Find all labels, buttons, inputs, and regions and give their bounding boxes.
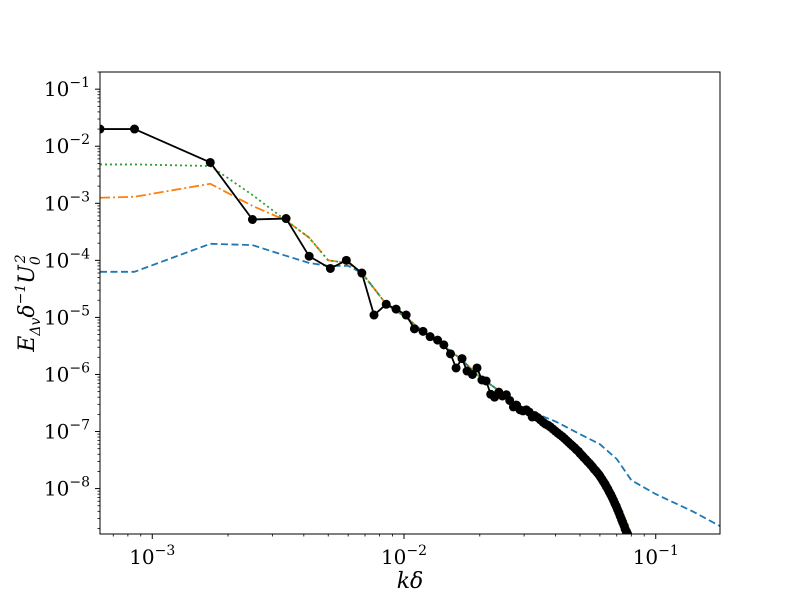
series-line-1 (100, 182, 633, 534)
y-tick-label: 10−8 (44, 475, 90, 501)
x-axis: 10−3 10−2 10−1 (112, 534, 679, 569)
data-point (401, 310, 411, 320)
data-point (623, 529, 633, 534)
y-tick-label: 10−3 (44, 189, 90, 215)
x-tick-label: 10−1 (633, 543, 679, 569)
data-point (457, 354, 467, 364)
data-point (425, 332, 435, 342)
series-line-2 (100, 163, 633, 534)
y-tick-label: 10−2 (44, 132, 90, 158)
y-tick-label: 10−5 (44, 303, 90, 329)
data-point (304, 251, 314, 261)
data-point (325, 263, 335, 273)
plot-frame (99, 71, 721, 535)
data-point (357, 268, 367, 278)
x-tick-label: 10−2 (381, 543, 427, 569)
data-point (391, 304, 401, 314)
data-point (205, 157, 215, 167)
data-point (369, 310, 379, 320)
y-axis-label: EΔvδ−1U02 (13, 254, 44, 352)
data-point (341, 255, 351, 265)
data-point (281, 214, 291, 224)
data-point (481, 376, 491, 386)
data-point (100, 124, 105, 134)
data-point (472, 363, 482, 373)
data-point (451, 363, 461, 373)
data-point (467, 369, 477, 379)
y-tick-label: 10−6 (44, 360, 90, 386)
x-axis-label: kδ (397, 569, 424, 594)
data-point (418, 326, 428, 336)
y-tick-label: 10−1 (44, 75, 90, 101)
data-point (439, 340, 449, 350)
series-layer (100, 124, 720, 534)
data-point (129, 124, 139, 134)
x-tick-label: 10−3 (129, 543, 175, 569)
y-tick-label: 10−4 (44, 246, 90, 272)
data-point (409, 324, 419, 334)
data-point (381, 299, 391, 309)
data-point (445, 349, 455, 359)
y-tick-label: 10−7 (44, 418, 90, 444)
y-axis: 10−8 10−7 10−6 10−5 10−4 10−3 10−2 10−1 (44, 71, 100, 529)
data-point (433, 335, 443, 345)
series-line-0 (100, 242, 720, 527)
data-point (247, 215, 257, 224)
